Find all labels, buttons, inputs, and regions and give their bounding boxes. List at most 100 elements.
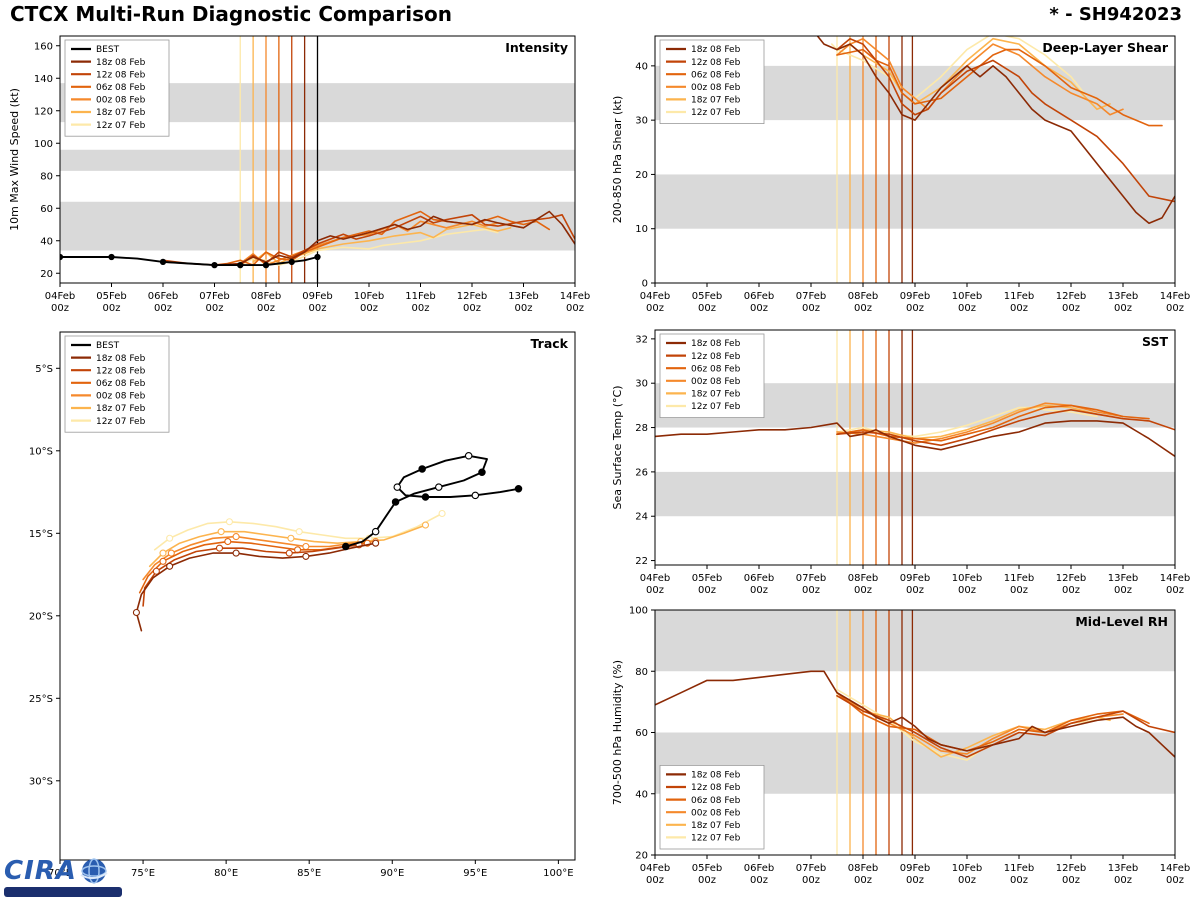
track-legend: BEST 18z 08 Feb 12z 08 Feb 06z 08 Feb 00z 08… (64, 335, 170, 433)
svg-text:Intensity: Intensity (505, 40, 568, 55)
svg-text:75°E: 75°E (131, 868, 155, 879)
svg-text:06z 08 Feb: 06z 08 Feb (96, 379, 146, 389)
svg-text:04Feb: 04Feb (45, 291, 75, 302)
sst-legend: 18z 08 Feb 12z 08 Feb 06z 08 Feb 00z 08 Feb… (659, 333, 765, 418)
svg-text:14Feb: 14Feb (1160, 291, 1190, 302)
svg-text:08Feb: 08Feb (251, 291, 281, 302)
svg-text:13Feb: 13Feb (508, 291, 538, 302)
svg-text:10Feb: 10Feb (952, 573, 982, 584)
svg-text:12z 07 Feb: 12z 07 Feb (691, 108, 741, 118)
globe-icon (80, 858, 108, 884)
svg-text:06z 08 Feb: 06z 08 Feb (96, 83, 146, 93)
svg-text:12Feb: 12Feb (1056, 863, 1086, 874)
svg-text:70°E: 70°E (48, 868, 72, 879)
cira-logo: CIRA (4, 856, 144, 900)
svg-text:20°S: 20°S (29, 611, 53, 622)
svg-text:20: 20 (635, 170, 648, 181)
track-panel: 70°E 75°E 80°E 85°E 90°E 95°E 100°E 5°S 10°S 15°S… (0, 317, 600, 900)
svg-text:Sea Surface Temp (°C): Sea Surface Temp (°C) (611, 386, 624, 510)
intensity-legend: BEST 18z 08 Feb 12z 08 Feb 06z 08 Feb 00z 08… (64, 39, 170, 137)
svg-text:200-850 hPa Shear (kt): 200-850 hPa Shear (kt) (611, 96, 624, 224)
svg-text:22: 22 (635, 556, 648, 567)
svg-text:11Feb: 11Feb (1004, 573, 1034, 584)
svg-text:00z: 00z (854, 585, 872, 596)
svg-text:5°S: 5°S (35, 364, 53, 375)
svg-text:07Feb: 07Feb (199, 291, 229, 302)
svg-text:12z 08 Feb: 12z 08 Feb (691, 783, 741, 793)
svg-text:00z: 00z (154, 303, 172, 314)
svg-text:10Feb: 10Feb (952, 291, 982, 302)
svg-text:08Feb: 08Feb (848, 291, 878, 302)
intensity-panel: 04Feb 00z 05Feb 00z 06Feb 00z 07Feb 00z 08Feb 00z… (0, 30, 600, 317)
svg-text:100: 100 (629, 606, 648, 617)
svg-text:05Feb: 05Feb (692, 573, 722, 584)
svg-text:60: 60 (635, 728, 648, 739)
cira-logo-bar (4, 887, 122, 897)
svg-text:00z: 00z (1114, 585, 1132, 596)
shear-legend: 18z 08 Feb 12z 08 Feb 06z 08 Feb 00z 08 Feb… (659, 39, 765, 124)
svg-text:60: 60 (40, 204, 53, 215)
svg-text:00z: 00z (309, 303, 327, 314)
svg-text:10m Max Wind Speed (kt): 10m Max Wind Speed (kt) (8, 88, 21, 231)
svg-text:09Feb: 09Feb (900, 863, 930, 874)
svg-text:06Feb: 06Feb (744, 573, 774, 584)
svg-text:25°S: 25°S (29, 694, 53, 705)
svg-text:700-500 hPa Humidity (%): 700-500 hPa Humidity (%) (611, 660, 624, 805)
svg-text:00z: 00z (1114, 303, 1132, 314)
track-chart: 70°E 75°E 80°E 85°E 90°E 95°E 100°E 5°S 10°S 15°S… (29, 331, 576, 879)
svg-text:08Feb: 08Feb (848, 863, 878, 874)
svg-text:00z: 00z (750, 303, 768, 314)
svg-text:00z: 00z (958, 585, 976, 596)
svg-text:09Feb: 09Feb (900, 573, 930, 584)
svg-text:18z 07 Feb: 18z 07 Feb (691, 821, 741, 831)
svg-text:BEST: BEST (96, 45, 120, 55)
svg-text:08Feb: 08Feb (848, 573, 878, 584)
svg-text:06Feb: 06Feb (744, 291, 774, 302)
svg-text:00z: 00z (646, 875, 664, 886)
svg-text:06z 08 Feb: 06z 08 Feb (691, 796, 741, 806)
svg-text:15°S: 15°S (29, 529, 53, 540)
sst-chart: 04Feb00z05Feb00z06Feb00z07Feb00z08Feb00z… (611, 329, 1190, 596)
svg-text:12z 07 Feb: 12z 07 Feb (96, 417, 146, 427)
svg-text:18z 07 Feb: 18z 07 Feb (96, 108, 146, 118)
svg-text:00z 08 Feb: 00z 08 Feb (691, 808, 741, 818)
svg-text:00z: 00z (750, 875, 768, 886)
svg-text:12z 08 Feb: 12z 08 Feb (691, 352, 741, 362)
svg-text:Mid-Level RH: Mid-Level RH (1075, 614, 1168, 629)
svg-text:00z: 00z (646, 303, 664, 314)
svg-text:00z: 00z (854, 303, 872, 314)
svg-text:05Feb: 05Feb (96, 291, 126, 302)
cira-logo-text: CIRA (4, 856, 77, 886)
svg-text:00z: 00z (1010, 303, 1028, 314)
svg-text:30°S: 30°S (29, 776, 53, 787)
svg-text:32: 32 (635, 334, 648, 345)
storm-id: * - SH942023 (1049, 4, 1182, 25)
svg-text:00z: 00z (51, 303, 69, 314)
svg-text:09Feb: 09Feb (900, 291, 930, 302)
svg-text:13Feb: 13Feb (1108, 863, 1138, 874)
svg-text:00z: 00z (906, 875, 924, 886)
rh-legend: 18z 08 Feb 12z 08 Feb 06z 08 Feb 00z 08 Feb… (659, 764, 765, 850)
svg-text:90°E: 90°E (380, 868, 404, 879)
svg-text:07Feb: 07Feb (796, 573, 826, 584)
svg-text:07Feb: 07Feb (796, 863, 826, 874)
svg-text:00z: 00z (1010, 585, 1028, 596)
svg-text:00z 08 Feb: 00z 08 Feb (96, 96, 146, 106)
svg-text:12Feb: 12Feb (1056, 291, 1086, 302)
intensity-series-group (60, 36, 575, 283)
svg-text:05Feb: 05Feb (692, 291, 722, 302)
svg-text:00z: 00z (1166, 875, 1184, 886)
svg-text:00z: 00z (1114, 875, 1132, 886)
svg-text:00z: 00z (698, 303, 716, 314)
svg-text:12z 08 Feb: 12z 08 Feb (96, 70, 146, 80)
svg-text:80: 80 (40, 171, 53, 182)
svg-text:04Feb: 04Feb (640, 863, 670, 874)
svg-text:00z 08 Feb: 00z 08 Feb (691, 377, 741, 387)
svg-text:00z: 00z (1062, 875, 1080, 886)
svg-text:26: 26 (635, 467, 648, 478)
svg-text:13Feb: 13Feb (1108, 573, 1138, 584)
rh-chart: 04Feb00z05Feb00z06Feb00z07Feb00z08Feb00z… (611, 606, 1190, 887)
svg-text:00z: 00z (698, 585, 716, 596)
svg-text:40: 40 (40, 236, 53, 247)
deep-layer-shear-panel: 04Feb 00z 05Feb 00z 06Feb 00z 07Feb 00z 08Feb 00z… (600, 30, 1200, 317)
